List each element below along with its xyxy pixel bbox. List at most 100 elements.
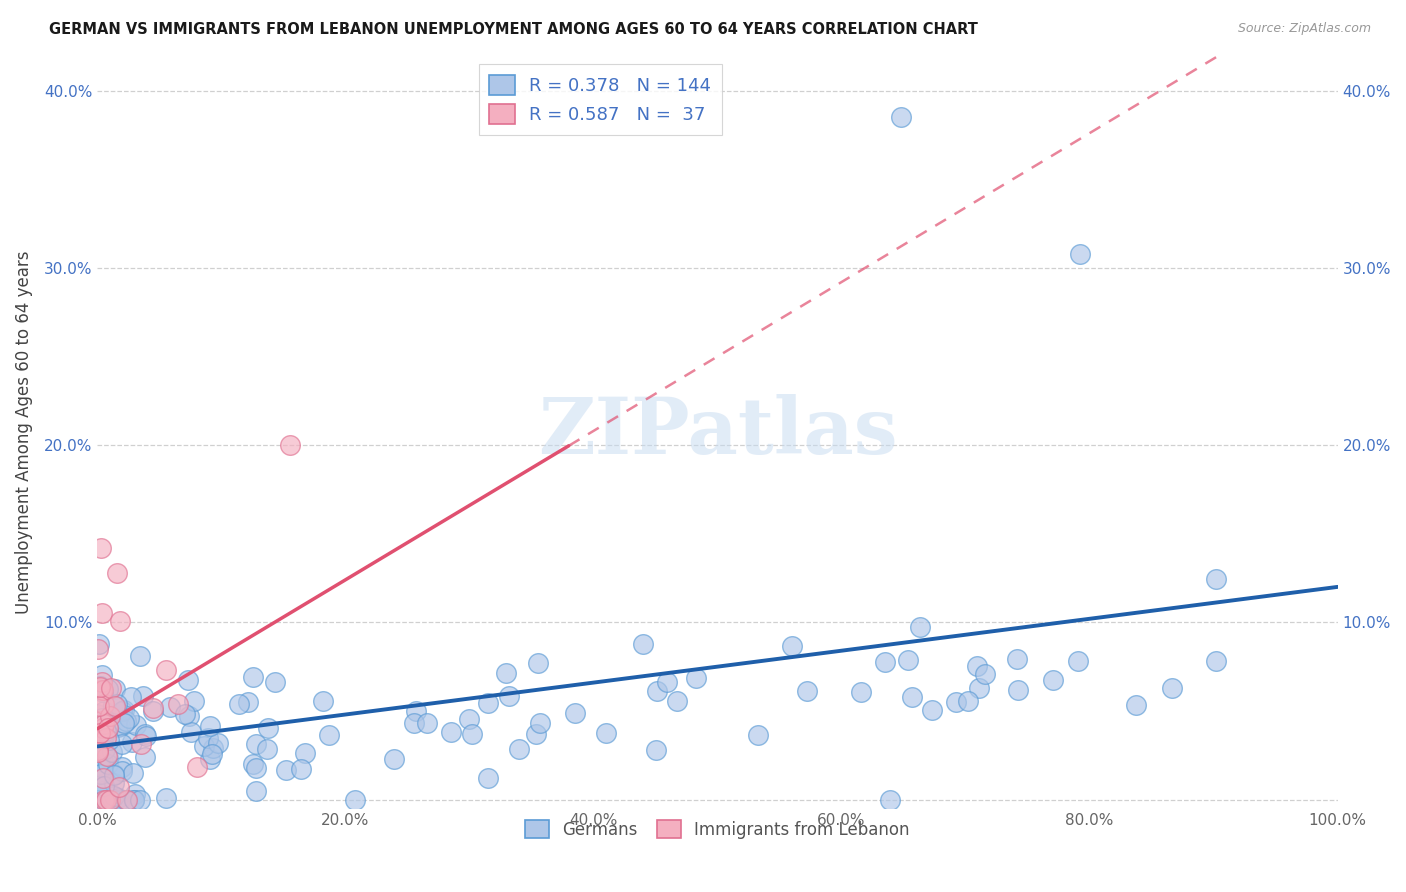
Point — [873, 655, 896, 669]
Point — [405, 704, 427, 718]
Point — [89, 750, 111, 764]
Point — [125, 718, 148, 732]
Point — [461, 727, 484, 741]
Point — [104, 681, 127, 696]
Point — [104, 699, 127, 714]
Point — [155, 663, 177, 677]
Point — [180, 725, 202, 739]
Point — [89, 680, 111, 694]
Point — [897, 653, 920, 667]
Point — [93, 704, 115, 718]
Point — [957, 694, 980, 708]
Point — [107, 790, 129, 805]
Point — [122, 766, 145, 780]
Point — [111, 737, 134, 751]
Point — [197, 731, 219, 745]
Point — [103, 789, 125, 803]
Point — [101, 790, 124, 805]
Point — [228, 698, 250, 712]
Point — [207, 736, 229, 750]
Point — [495, 665, 517, 680]
Point — [100, 709, 122, 723]
Point — [1205, 572, 1227, 586]
Point — [685, 671, 707, 685]
Point — [101, 792, 124, 806]
Point — [87, 733, 110, 747]
Point — [129, 792, 152, 806]
Point — [312, 694, 335, 708]
Point — [477, 696, 499, 710]
Point — [89, 780, 111, 794]
Point — [86, 745, 108, 759]
Point — [90, 711, 112, 725]
Point — [193, 739, 215, 753]
Point — [274, 763, 297, 777]
Point — [402, 716, 425, 731]
Point — [135, 729, 157, 743]
Point — [90, 714, 112, 728]
Point — [91, 780, 114, 794]
Point — [87, 758, 110, 772]
Point — [655, 674, 678, 689]
Point — [245, 738, 267, 752]
Point — [115, 792, 138, 806]
Point — [132, 689, 155, 703]
Point — [969, 681, 991, 695]
Point — [90, 541, 112, 555]
Point — [155, 790, 177, 805]
Point — [100, 746, 122, 760]
Point — [645, 683, 668, 698]
Point — [90, 767, 112, 781]
Point — [849, 685, 872, 699]
Point — [111, 760, 134, 774]
Point — [91, 668, 114, 682]
Point — [198, 719, 221, 733]
Text: Source: ZipAtlas.com: Source: ZipAtlas.com — [1237, 22, 1371, 36]
Point — [112, 715, 135, 730]
Point — [242, 756, 264, 771]
Point — [524, 727, 547, 741]
Point — [121, 735, 143, 749]
Point — [264, 674, 287, 689]
Point — [1069, 246, 1091, 260]
Point — [93, 697, 115, 711]
Point — [201, 747, 224, 761]
Point — [87, 792, 110, 806]
Point — [200, 752, 222, 766]
Point — [780, 639, 803, 653]
Point — [91, 682, 114, 697]
Point — [87, 743, 110, 757]
Point — [278, 438, 301, 452]
Point — [134, 727, 156, 741]
Point — [186, 759, 208, 773]
Point — [86, 728, 108, 742]
Point — [242, 670, 264, 684]
Point — [120, 690, 142, 704]
Point — [245, 760, 267, 774]
Point — [921, 703, 943, 717]
Point — [294, 746, 316, 760]
Point — [124, 792, 146, 806]
Point — [96, 731, 118, 745]
Point — [91, 721, 114, 735]
Point — [89, 766, 111, 780]
Point — [96, 748, 118, 763]
Point — [796, 684, 818, 698]
Point — [90, 784, 112, 798]
Text: ZIPatlas: ZIPatlas — [537, 393, 897, 470]
Point — [91, 685, 114, 699]
Point — [112, 703, 135, 717]
Point — [97, 721, 120, 735]
Point — [129, 737, 152, 751]
Point — [105, 566, 128, 580]
Point — [901, 690, 924, 705]
Point — [416, 716, 439, 731]
Text: GERMAN VS IMMIGRANTS FROM LEBANON UNEMPLOYMENT AMONG AGES 60 TO 64 YEARS CORRELA: GERMAN VS IMMIGRANTS FROM LEBANON UNEMPL… — [49, 22, 979, 37]
Point — [89, 725, 111, 739]
Point — [86, 642, 108, 657]
Point — [108, 614, 131, 628]
Point — [382, 752, 405, 766]
Point — [1160, 681, 1182, 695]
Point — [93, 780, 115, 794]
Point — [118, 711, 141, 725]
